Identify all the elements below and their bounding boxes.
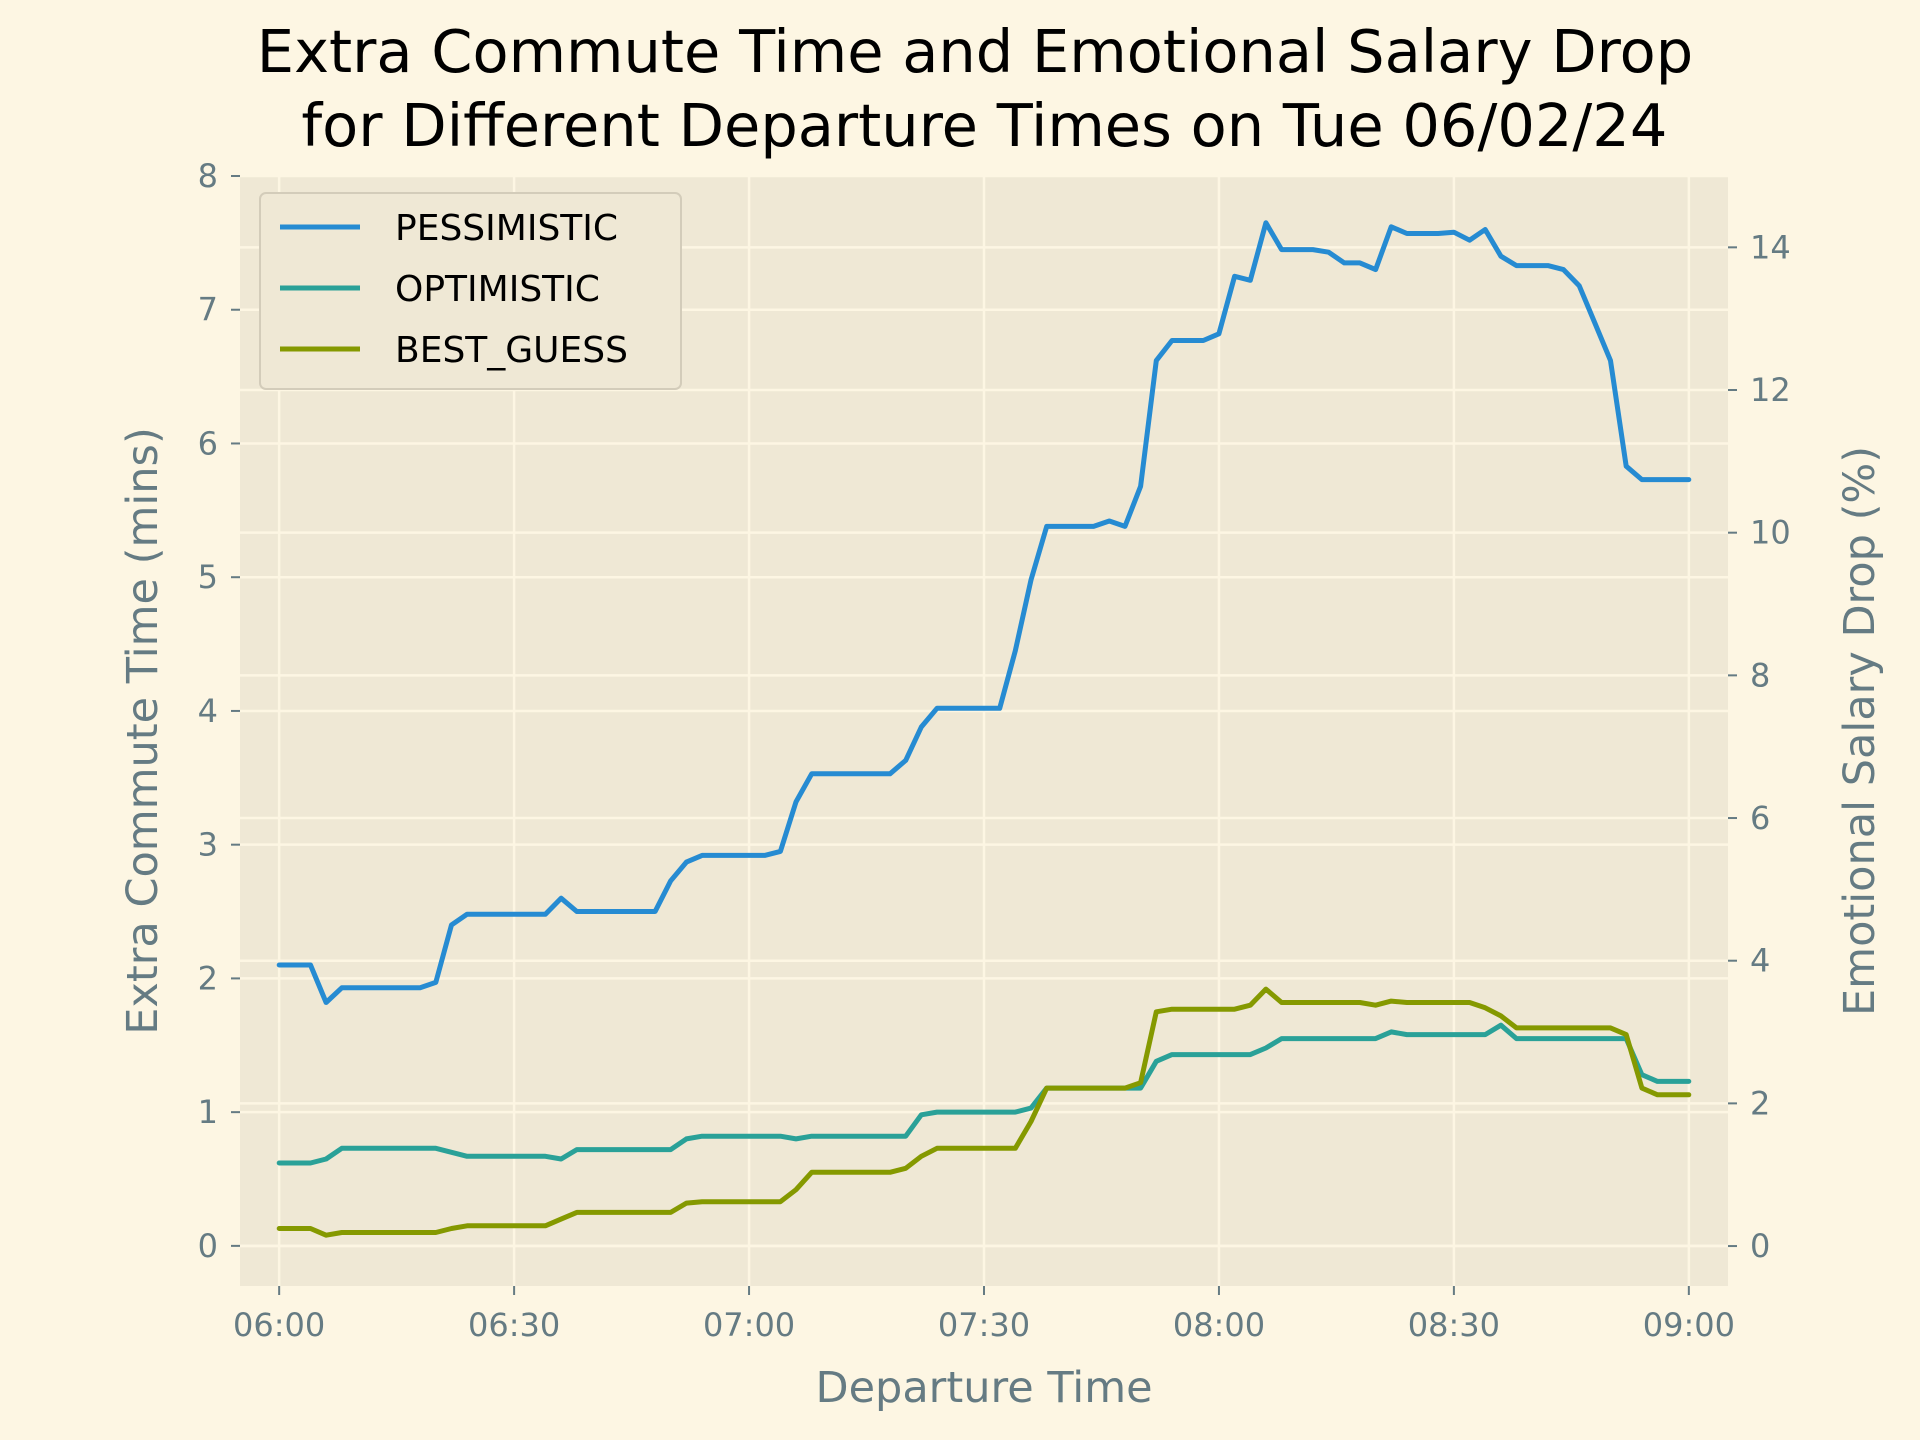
x-tick-label: 07:30 (938, 1306, 1030, 1344)
y-axis-left-label: Extra Commute Time (mins) (118, 427, 168, 1034)
y-right-tick-label: 14 (1750, 228, 1791, 266)
y-right-tick-label: 6 (1750, 799, 1770, 837)
y-left-tick-label: 2 (198, 959, 218, 997)
y-left-tick-label: 8 (198, 157, 218, 195)
y-left-tick-label: 3 (198, 826, 218, 864)
y-right-tick-label: 2 (1750, 1084, 1770, 1122)
chart-title-line-2: for Different Departure Times on Tue 06/… (283, 91, 1668, 160)
series-line-pessimistic (276, 220, 1692, 1005)
y-right-tick-label: 12 (1750, 371, 1791, 409)
y-axis-right-label: Emotional Salary Drop (%) (1835, 446, 1885, 1016)
series-line-optimistic (276, 1022, 1692, 1166)
y-left-tick-label: 7 (198, 291, 218, 329)
y-right-tick-label: 0 (1750, 1227, 1770, 1265)
x-tick-label: 08:30 (1408, 1306, 1500, 1344)
y-right-tick-label: 4 (1750, 942, 1770, 980)
legend-label-optimistic: OPTIMISTIC (395, 269, 600, 310)
legend-box (259, 192, 682, 390)
legend: PESSIMISTIC OPTIMISTIC BEST_GUESS (259, 192, 682, 390)
series-line-best-guess (276, 986, 1692, 1238)
legend-label-pessimistic: PESSIMISTIC (395, 208, 618, 249)
ticks: 06:00 06:30 07:00 07:30 08:00 08:30 09:0001234… (198, 157, 1791, 1344)
x-tick-label: 08:00 (1173, 1306, 1265, 1344)
legend-label-best-guess: BEST_GUESS (395, 330, 628, 371)
x-axis-label: Departure Time (815, 1363, 1152, 1413)
x-tick-label: 06:00 (233, 1306, 325, 1344)
x-tick-label: 06:30 (468, 1306, 560, 1344)
y-left-tick-label: 1 (198, 1093, 218, 1131)
y-left-tick-label: 6 (198, 424, 218, 462)
y-left-tick-label: 4 (198, 692, 218, 730)
y-right-tick-label: 10 (1750, 514, 1791, 552)
series-lines (276, 220, 1692, 1238)
x-tick-label: 09:00 (1643, 1306, 1735, 1344)
chart-title-line-1: Extra Commute Time and Emotional Salary … (257, 17, 1693, 86)
y-right-tick-label: 8 (1750, 656, 1770, 694)
x-tick-label: 07:00 (703, 1306, 795, 1344)
y-left-tick-label: 5 (198, 558, 218, 596)
y-left-tick-label: 0 (198, 1227, 218, 1265)
grid (240, 174, 1728, 1286)
